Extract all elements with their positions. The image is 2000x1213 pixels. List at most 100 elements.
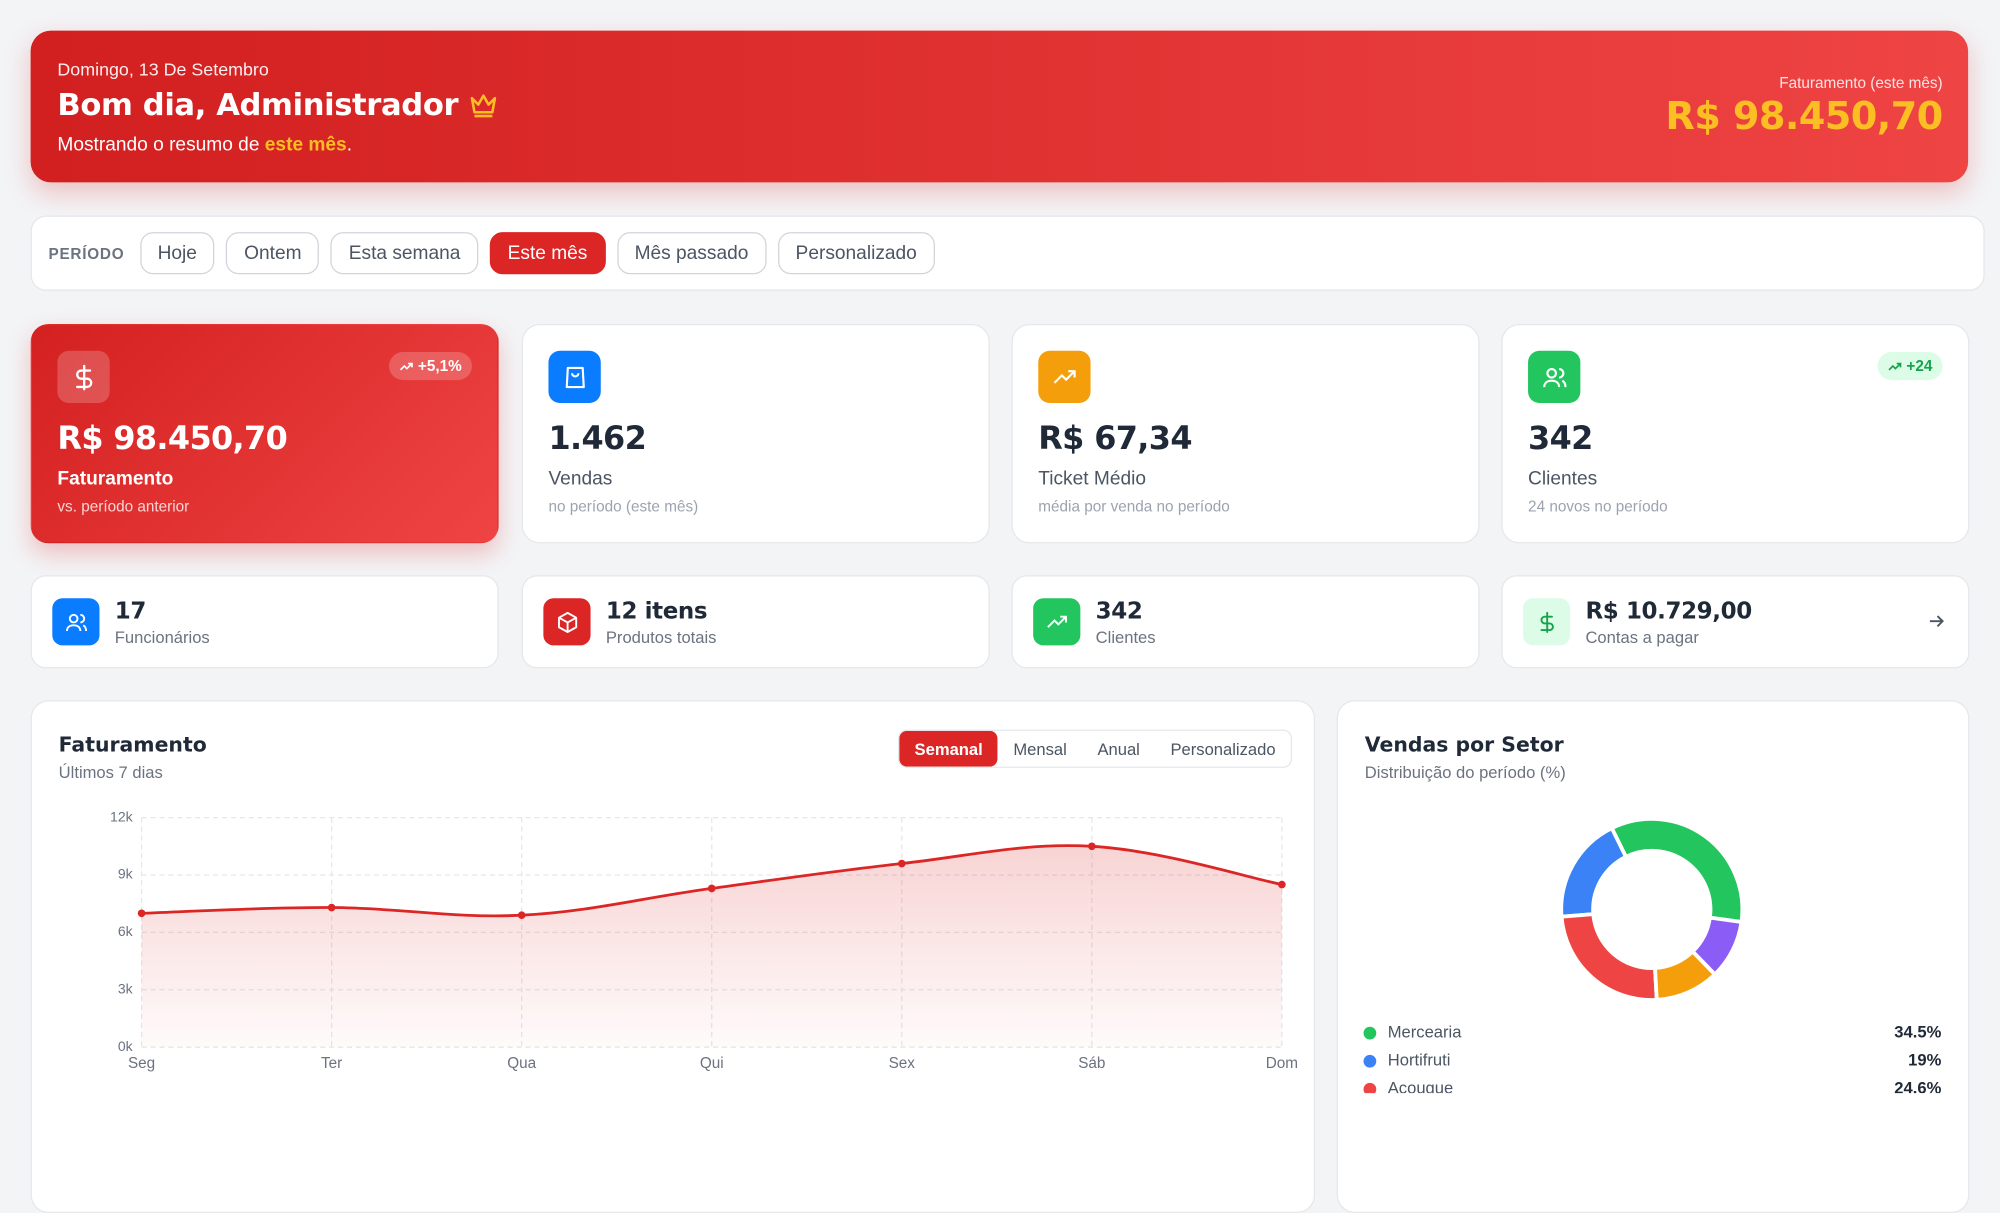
revenue-label: Faturamento (este mês) [1779, 73, 1943, 92]
period-button[interactable]: Este mês [489, 232, 606, 275]
date: Domingo, 13 De Setembro [57, 58, 269, 80]
x-tick-label: Sex [889, 1055, 916, 1072]
x-tick-label: Ter [321, 1055, 342, 1072]
kpi-card: 1.462 Vendas no período (este mês) [521, 323, 990, 544]
y-tick-label: 9k [118, 866, 134, 882]
point [327, 903, 336, 912]
x-tick-label: Qua [507, 1055, 536, 1072]
kpi-label: Ticket Médio [1038, 468, 1147, 490]
stat-card: 17 Funcionários [30, 575, 499, 669]
chart-subtitle: Últimos 7 dias [58, 762, 163, 782]
kpi-sub: no período (este mês) [548, 497, 699, 516]
kpi-label: Clientes [1528, 468, 1598, 490]
kpi-card: +24 342 Clientes 24 novos no período [1501, 323, 1970, 544]
kpi-badge-text: +24 [1906, 357, 1933, 375]
y-tick-label: 0k [118, 1038, 134, 1054]
stat-value: R$ 10.729,00 [1585, 598, 1752, 625]
chart-tabs: Semanal Mensal Anual Personalizado [897, 729, 1293, 768]
legend-dot [1363, 1082, 1377, 1094]
kpi-icon [1528, 350, 1581, 404]
period-button[interactable]: Ontem [226, 232, 320, 275]
header-banner: Domingo, 13 De Setembro Bom dia, Adminis… [30, 30, 1969, 183]
kpi-icon [1038, 350, 1091, 404]
stat-label: Produtos totais [605, 627, 717, 647]
kpi-badge-text: +5,1% [417, 357, 462, 375]
point [517, 911, 526, 920]
kpi-value: R$ 98.450,70 [57, 419, 288, 457]
kpi-value: 1.462 [548, 419, 647, 457]
stat-value: 12 itens [605, 598, 708, 625]
y-tick-label: 12k [110, 808, 134, 824]
dashboard: Domingo, 13 De Setembro Bom dia, Adminis… [30, 30, 1985, 1213]
kpi-value: 342 [1528, 419, 1593, 457]
chart-tab[interactable]: Personalizado [1170, 739, 1276, 759]
period-button[interactable]: Hoje [139, 232, 215, 275]
point [1278, 880, 1286, 889]
chart-tab[interactable]: Mensal [1013, 739, 1067, 759]
x-tick-label: Seg [128, 1055, 155, 1072]
kpi-value: R$ 67,34 [1038, 419, 1192, 457]
legend-value: 19% [1908, 1051, 1941, 1070]
chart-title: Vendas por Setor [1364, 732, 1564, 757]
stat-icon [52, 598, 100, 646]
period-button[interactable]: Esta semana [330, 232, 479, 275]
kpi-label: Faturamento [57, 468, 174, 490]
chart-tab[interactable]: Anual [1097, 739, 1140, 759]
area [141, 845, 1282, 1048]
point [1088, 842, 1096, 851]
stat-card: 342 Clientes [1011, 575, 1480, 669]
kpi-badge: +24 [1877, 352, 1943, 381]
stat-icon [543, 598, 591, 646]
stat-value: 17 [114, 598, 147, 625]
crown-icon [470, 94, 497, 118]
kpi-icon [57, 350, 110, 404]
x-tick-label: Qui [700, 1055, 724, 1072]
subtitle-prefix: Mostrando o resumo de [57, 133, 260, 156]
kpi-sub: média por venda no período [1038, 497, 1230, 516]
chart-title: Faturamento [58, 732, 207, 757]
stat-value: 342 [1095, 598, 1143, 625]
stat-label: Contas a pagar [1585, 627, 1699, 647]
kpi-label: Vendas [548, 468, 613, 490]
kpi-sub: 24 novos no período [1528, 497, 1668, 516]
charts-layer: 0k 3k 6k 9k 12k Seg Ter Qua Qui Sex Sáb Dom Merceari… [110, 808, 1942, 1094]
stat-card[interactable]: R$ 10.729,00 Contas a pagar [1501, 575, 1970, 669]
legend-value: 24.6% [1894, 1079, 1941, 1093]
donut-slice [1559, 825, 1629, 919]
revenue-value: R$ 98.450,70 [1665, 94, 1943, 140]
kpi-sub: vs. período anterior [57, 497, 190, 516]
y-tick-label: 6k [118, 923, 134, 939]
greeting: Bom dia, Administrador [57, 86, 459, 123]
period-label: PERÍODO [48, 244, 125, 263]
arrow-icon [1929, 615, 1944, 627]
legend-value: 34.5% [1894, 1023, 1941, 1042]
donut-slice [1609, 816, 1745, 925]
subtitle-highlight: este mês [264, 133, 347, 156]
subtitle-suffix: . [346, 133, 353, 156]
donut-slice [1689, 915, 1744, 978]
chart-subtitle: Distribuição do período (%) [1364, 762, 1566, 782]
period-button[interactable]: Mês passado [616, 232, 767, 275]
page: Dashboard { "header": { "date": "Domingo… [30, 30, 1985, 1213]
stat-label: Clientes [1095, 627, 1156, 647]
donut-slice [1559, 912, 1659, 1002]
point [707, 884, 716, 893]
subtitle: Mostrando o resumo de este mês. [57, 134, 352, 156]
stat-icon [1522, 598, 1571, 646]
chart-tab[interactable]: Semanal [899, 730, 999, 767]
period-button[interactable]: Personalizado [777, 232, 935, 275]
kpi-card: +5,1% R$ 98.450,70 Faturamento vs. perío… [30, 323, 499, 544]
stat-icon [1033, 598, 1081, 646]
point [897, 859, 906, 868]
legend-label: Hortifruti [1388, 1051, 1451, 1070]
kpi-badge: +5,1% [388, 352, 472, 381]
stat-card: 12 itens Produtos totais [521, 575, 990, 669]
legend-label: Mercearia [1388, 1023, 1462, 1042]
x-tick-label: Sáb [1078, 1055, 1105, 1072]
y-tick-label: 3k [118, 980, 134, 996]
point [137, 909, 146, 918]
kpi-icon [548, 350, 601, 404]
period-bar: PERÍODO Hoje Ontem Esta semana Este mês Mês … [30, 215, 1985, 291]
stat-label: Funcionários [114, 627, 210, 647]
legend-label: Açougue [1388, 1079, 1453, 1093]
